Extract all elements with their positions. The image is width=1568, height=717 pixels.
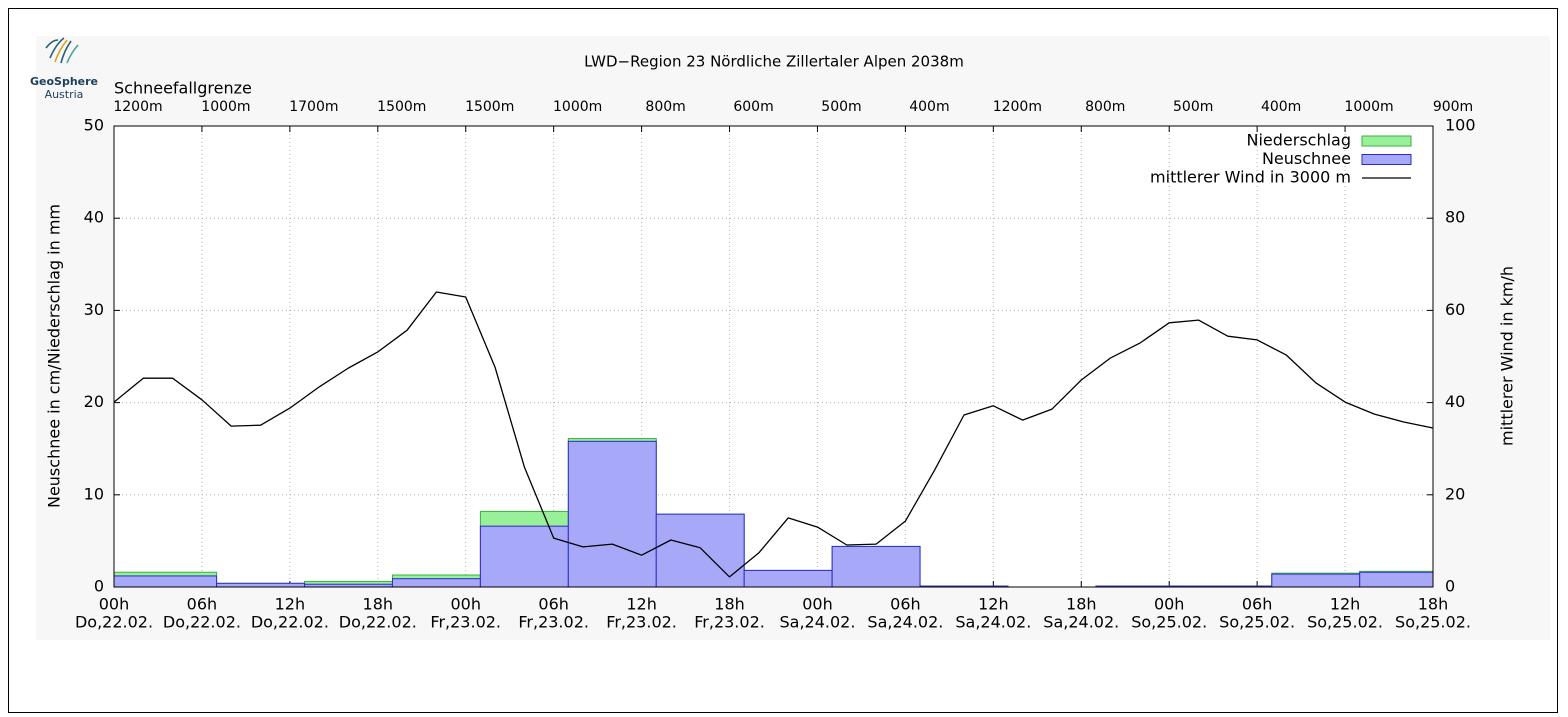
snowline-label: 600m	[733, 99, 773, 115]
y2-tick-label: 60	[1445, 300, 1465, 319]
snowline-label: 400m	[1261, 99, 1301, 115]
bar	[113, 575, 218, 588]
x-tick-date: Sa,24.02.	[867, 613, 943, 632]
y-tick-label: 10	[84, 484, 104, 503]
snowline-label: 1000m	[1344, 99, 1393, 115]
snowline-label: 500m	[1173, 99, 1213, 115]
bar	[567, 440, 657, 588]
x-tick-label: 06h	[890, 595, 921, 614]
x-tick-date: Sa,24.02.	[1043, 613, 1119, 632]
snowline-label: 1500m	[377, 99, 426, 115]
plot: 0102030405002040608010000hDo,22.02.1200m…	[75, 99, 1476, 632]
x-tick-date: Sa,24.02.	[955, 613, 1031, 632]
x-tick-date: Fr,23.02.	[606, 613, 677, 632]
bar	[216, 582, 306, 588]
snowline-label: 1200m	[113, 99, 162, 115]
bar	[479, 525, 569, 588]
x-tick-date: Do,22.02.	[163, 613, 241, 632]
legend-label: Niederschlag	[1246, 131, 1351, 150]
snowline-label: 1000m	[553, 99, 602, 115]
legend-label: Neuschnee	[1262, 149, 1351, 168]
x-tick-label: 12h	[626, 595, 657, 614]
x-tick-date: Fr,23.02.	[518, 613, 589, 632]
bar	[1271, 573, 1361, 588]
bar	[743, 569, 833, 588]
x-tick-date: Do,22.02.	[75, 613, 153, 632]
snowline-label: 900m	[1433, 99, 1473, 115]
snowline-title: Schneefallgrenze	[114, 79, 252, 98]
x-tick-date: So,25.02.	[1307, 613, 1383, 632]
x-tick-label: 00h	[450, 595, 481, 614]
legend-swatch	[1361, 135, 1412, 147]
chart-title: LWD−Region 23 Nördliche Zillertaler Alpe…	[584, 53, 964, 71]
snowline-label: 800m	[1085, 99, 1125, 115]
plot-border	[113, 125, 1434, 588]
x-tick-label: 06h	[187, 595, 218, 614]
x-tick-label: 06h	[1242, 595, 1273, 614]
x-tick-label: 00h	[802, 595, 833, 614]
y-tick-label: 0	[94, 577, 104, 596]
bar	[655, 513, 745, 588]
y2-tick-label: 100	[1445, 116, 1476, 135]
x-tick-date: Fr,23.02.	[430, 613, 501, 632]
y-tick-label: 50	[84, 116, 104, 135]
x-tick-label: 06h	[538, 595, 569, 614]
y2-tick-label: 40	[1445, 392, 1465, 411]
x-tick-date: Do,22.02.	[251, 613, 329, 632]
x-tick-date: So,25.02.	[1131, 613, 1207, 632]
y-axis-label: Neuschnee in cm/Niederschlag in mm	[45, 204, 64, 508]
y2-tick-label: 80	[1445, 208, 1465, 227]
wind-line	[113, 291, 1434, 578]
legend-label: mittlerer Wind in 3000 m	[1150, 168, 1351, 187]
x-tick-label: 12h	[1330, 595, 1361, 614]
logo-sub: Austria	[45, 88, 84, 101]
x-tick-date: Do,22.02.	[339, 613, 417, 632]
y-tick-label: 40	[84, 208, 104, 227]
x-tick-label: 18h	[1418, 595, 1449, 614]
snowline-label: 800m	[645, 99, 685, 115]
plot-area	[114, 126, 1433, 587]
x-tick-date: So,25.02.	[1395, 613, 1471, 632]
y-tick-label: 20	[84, 392, 104, 411]
x-tick-label: 00h	[99, 595, 130, 614]
bar	[831, 545, 921, 588]
x-tick-label: 18h	[363, 595, 394, 614]
x-tick-label: 18h	[714, 595, 745, 614]
y-tick-label: 30	[84, 300, 104, 319]
y2-axis-label: mittlerer Wind in km/h	[1498, 266, 1517, 446]
x-tick-date: Sa,24.02.	[779, 613, 855, 632]
logo-icon	[45, 37, 79, 64]
x-tick-date: So,25.02.	[1219, 613, 1295, 632]
x-tick-date: Fr,23.02.	[694, 613, 765, 632]
x-tick-label: 18h	[1066, 595, 1097, 614]
snowline-label: 1700m	[289, 99, 338, 115]
snowline-label: 1500m	[465, 99, 514, 115]
snowline-label: 1000m	[201, 99, 250, 115]
snowline-label: 500m	[821, 99, 861, 115]
bar	[391, 578, 481, 588]
logo-name: GeoSphere	[30, 75, 98, 88]
x-tick-label: 12h	[978, 595, 1009, 614]
y2-tick-label: 0	[1445, 577, 1455, 596]
legend-swatch	[1361, 154, 1412, 165]
bar	[1359, 571, 1434, 588]
x-tick-label: 12h	[275, 595, 306, 614]
x-tick-label: 00h	[1154, 595, 1185, 614]
snowline-label: 400m	[909, 99, 949, 115]
y2-tick-label: 20	[1445, 484, 1465, 503]
snowline-label: 1200m	[993, 99, 1042, 115]
